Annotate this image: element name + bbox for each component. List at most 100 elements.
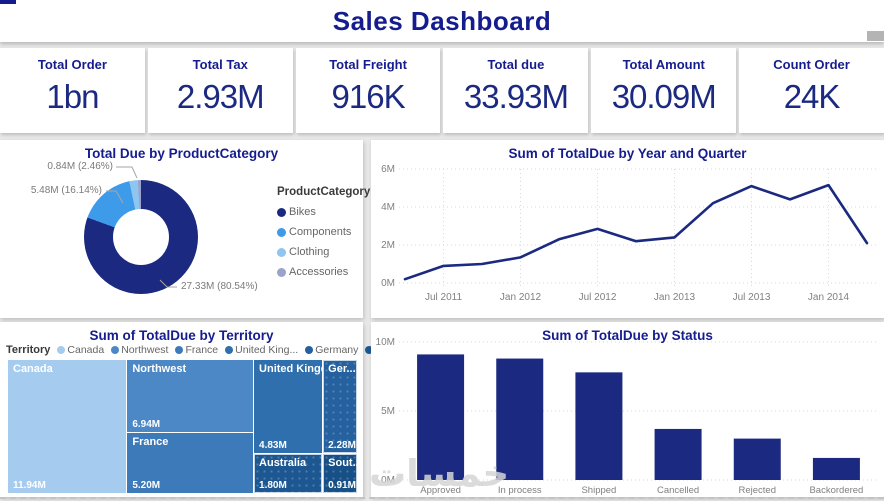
- tile-value: 0.91M: [328, 479, 356, 491]
- legend-item-northwest[interactable]: Northwest: [111, 344, 168, 356]
- donut-chart-title: Total Due by ProductCategory: [84, 146, 279, 161]
- kpi-label: Total due: [487, 57, 545, 72]
- donut-legend: ProductCategory Bikes Components Clothing A…: [277, 186, 370, 286]
- treemap-legend-items: Canada Northwest France United King... Germa…: [57, 344, 423, 356]
- legend-item-components[interactable]: Components: [277, 226, 370, 238]
- treemap-tile-france[interactable]: France 5.20M: [127, 432, 253, 493]
- x-axis-category-label: Approved: [420, 485, 461, 496]
- bar-approved[interactable]: [417, 354, 465, 480]
- legend-item-accessories[interactable]: Accessories: [277, 266, 370, 278]
- x-axis-category-label: In process: [498, 485, 542, 496]
- legend-item-canada[interactable]: Canada: [57, 344, 104, 356]
- tile-value: 5.20M: [132, 479, 161, 491]
- legend-swatch: [277, 247, 286, 257]
- x-axis-tick-label: Jan 2013: [654, 292, 696, 303]
- legend-swatch: [277, 227, 286, 237]
- kpi-label: Count Order: [773, 57, 850, 72]
- x-axis-tick-label: Jul 2012: [579, 292, 617, 303]
- line-series-totaldue[interactable]: [403, 183, 869, 281]
- donut-hole: [113, 209, 169, 265]
- donut-label-clothing: 0.84M (2.46%): [47, 161, 113, 172]
- kpi-value: 24K: [783, 78, 841, 115]
- page-title: Sales Dashboard: [332, 6, 552, 36]
- x-axis-category-label: Shipped: [581, 485, 616, 496]
- kpi-card-total-amount: Total Amount 30.09M: [591, 48, 737, 133]
- treemap-tile-australia[interactable]: Australia 1.80M: [254, 453, 322, 493]
- bar-cancelled[interactable]: [654, 428, 702, 480]
- treemap-tiles: Canada 11.94M Northwest 6.94M France 5.20M Uni…: [8, 360, 357, 493]
- bar-in-process[interactable]: [496, 358, 544, 480]
- tile-name: Australia: [259, 456, 307, 469]
- line-chart[interactable]: 0M 2M 4M 6M Jul 2011 Jan 2012 Jul 2012 Jan 2013…: [371, 140, 884, 318]
- tile-value: 11.94M: [13, 480, 46, 491]
- legend-item-france[interactable]: France: [175, 344, 218, 356]
- kpi-value: 1bn: [46, 78, 99, 115]
- tile-value: 4.83M: [259, 439, 287, 451]
- x-axis-tick-label: Jan 2012: [500, 292, 542, 303]
- y-axis-tick-label: 6M: [381, 164, 395, 175]
- tile-name: Sout...: [328, 456, 357, 469]
- bar-rejected[interactable]: [733, 438, 781, 480]
- x-axis-tick-label: Jul 2011: [425, 292, 463, 303]
- legend-swatch: [365, 346, 374, 354]
- scrollbar-thumb[interactable]: [867, 31, 884, 41]
- legend-label: Accessories: [289, 266, 349, 278]
- tile-name: Canada: [13, 363, 53, 375]
- tile-value: 1.80M: [259, 479, 287, 491]
- tile-name: France: [132, 435, 169, 448]
- kpi-value: 916K: [331, 78, 406, 115]
- tile-value: 2.28M: [328, 439, 356, 451]
- x-axis-category-label: Backordered: [809, 485, 863, 496]
- legend-item-germany[interactable]: Germany: [305, 344, 358, 356]
- legend-label: France: [185, 344, 219, 356]
- legend-item-bikes[interactable]: Bikes: [277, 206, 370, 218]
- treemap-legend-title: Territory: [6, 344, 51, 356]
- treemap-legend: Territory Canada Northwest France United Ki…: [6, 344, 429, 356]
- donut-label-components: 5.48M (16.14%): [30, 185, 102, 196]
- treemap-panel: Sum of TotalDue by Territory Territory C…: [0, 322, 429, 497]
- legend-label: Clothing: [289, 246, 330, 258]
- kpi-label: Total Freight: [329, 57, 407, 72]
- selection-dashed-border: [0, 497, 884, 499]
- x-axis-category-label: Cancelled: [657, 485, 699, 496]
- tile-name: United Kingd...: [259, 363, 322, 375]
- legend-swatch: [111, 346, 120, 354]
- legend-item-clothing[interactable]: Clothing: [277, 246, 370, 258]
- x-axis-category-label: Rejected: [739, 485, 777, 496]
- kpi-label: Total Amount: [622, 57, 705, 72]
- donut-chart-panel: Total Due by ProductCategory 0.84M (2.46…: [0, 140, 370, 318]
- kpi-value: 30.09M: [611, 78, 717, 115]
- bar-backordered[interactable]: [812, 457, 860, 480]
- legend-swatch: [225, 346, 234, 354]
- legend-label: Bikes: [289, 206, 316, 218]
- kpi-card-total-order: Total Order 1bn: [0, 48, 145, 133]
- legend-item-unitedking[interactable]: United King...: [225, 344, 298, 356]
- legend-label: Canada: [67, 344, 105, 356]
- x-axis-tick-label: Jan 2014: [808, 292, 850, 303]
- donut-label-bikes: 27.33M (80.54%): [181, 281, 258, 292]
- bar-shipped[interactable]: [575, 372, 623, 480]
- kpi-card-count-order: Count Order 24K: [739, 48, 884, 133]
- line-chart-title: Sum of TotalDue by Year and Quarter: [508, 146, 747, 161]
- treemap-tile-canada[interactable]: Canada 11.94M: [8, 360, 126, 493]
- legend-label: United King...: [235, 344, 299, 356]
- legend-label: Germany: [315, 344, 359, 356]
- line-chart-panel: 0M 2M 4M 6M Jul 2011 Jan 2012 Jul 2012 Jan 2013…: [371, 140, 884, 318]
- legend-swatch: [175, 346, 184, 354]
- treemap-tile-ger[interactable]: Ger... 2.28M: [323, 360, 357, 453]
- legend-swatch: [277, 267, 286, 277]
- legend-swatch: [57, 346, 66, 354]
- bar-chart[interactable]: 0M 5M 10M Approved In process Shipped Cancelle…: [371, 322, 884, 497]
- tile-name: Northwest: [132, 363, 187, 375]
- treemap-tile-unitedkingd[interactable]: United Kingd... 4.83M: [254, 360, 322, 453]
- treemap-tile-northwest[interactable]: Northwest 6.94M: [127, 360, 253, 432]
- y-axis-tick-label: 4M: [381, 202, 395, 213]
- kpi-row: Total Order 1bn Total Tax 2.93M Total Fr…: [0, 48, 884, 133]
- kpi-label: Total Order: [37, 57, 107, 72]
- legend-label: Northwest: [121, 344, 169, 356]
- y-axis-tick-label: 0M: [381, 278, 395, 289]
- treemap-tile-sout[interactable]: Sout... 0.91M: [323, 453, 357, 493]
- kpi-value: 2.93M: [176, 78, 265, 115]
- kpi-card-total-due: Total due 33.93M: [443, 48, 589, 133]
